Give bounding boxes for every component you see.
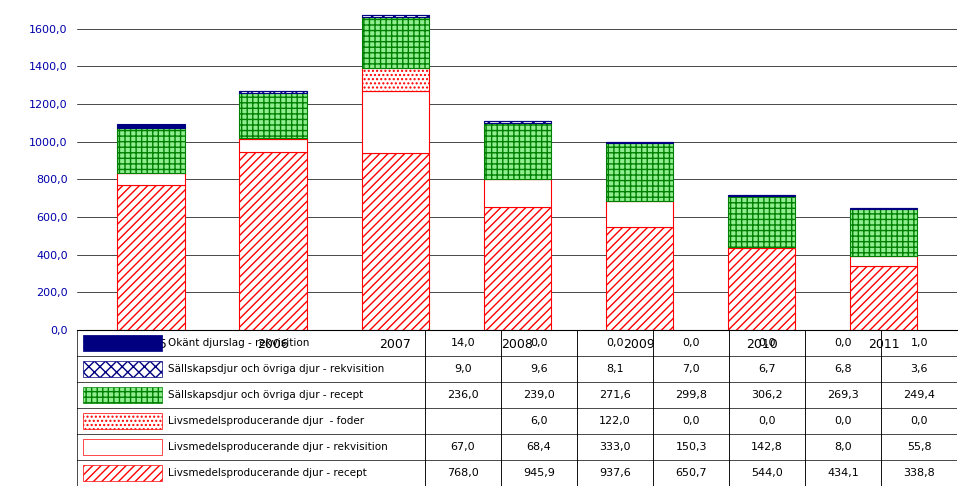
Bar <box>240 93 307 138</box>
Bar <box>117 127 185 128</box>
Text: 0,0: 0,0 <box>758 338 776 348</box>
Bar <box>728 195 795 196</box>
Text: 0,0: 0,0 <box>683 338 700 348</box>
Bar <box>484 123 551 179</box>
Bar <box>82 361 161 377</box>
Bar <box>240 152 307 330</box>
Bar <box>362 153 428 330</box>
Text: 299,8: 299,8 <box>675 390 707 400</box>
Bar <box>850 209 918 256</box>
Bar <box>728 248 795 330</box>
Text: 249,4: 249,4 <box>903 390 935 400</box>
Text: 67,0: 67,0 <box>451 442 476 452</box>
Text: 55,8: 55,8 <box>907 442 931 452</box>
Text: 338,8: 338,8 <box>903 468 935 478</box>
Bar <box>850 256 918 266</box>
Text: 7,0: 7,0 <box>683 364 700 374</box>
Text: 0,0: 0,0 <box>835 338 852 348</box>
Text: 0,0: 0,0 <box>530 338 547 348</box>
Text: 0,0: 0,0 <box>683 416 700 426</box>
Bar <box>362 91 428 153</box>
Bar <box>850 266 918 330</box>
Text: 544,0: 544,0 <box>751 468 783 478</box>
Bar <box>606 143 673 201</box>
Bar <box>484 121 551 123</box>
Bar <box>484 207 551 330</box>
Bar <box>117 173 185 185</box>
Bar <box>850 208 918 209</box>
Bar <box>606 142 673 143</box>
Text: 0,0: 0,0 <box>606 338 624 348</box>
Bar <box>117 185 185 330</box>
Text: 945,9: 945,9 <box>523 468 555 478</box>
Text: 236,0: 236,0 <box>447 390 479 400</box>
Text: 333,0: 333,0 <box>600 442 630 452</box>
Text: 6,0: 6,0 <box>530 416 547 426</box>
Text: 122,0: 122,0 <box>600 416 630 426</box>
Text: 306,2: 306,2 <box>751 390 783 400</box>
Bar <box>606 201 673 227</box>
Text: 271,6: 271,6 <box>600 390 630 400</box>
Text: 1,0: 1,0 <box>911 338 928 348</box>
Text: 434,1: 434,1 <box>828 468 859 478</box>
Bar <box>82 413 161 429</box>
Bar <box>606 227 673 330</box>
Text: Sällskapsdjur och övriga djur - recept: Sällskapsdjur och övriga djur - recept <box>168 390 364 400</box>
Text: Livsmedelsproducerande djur  - foder: Livsmedelsproducerande djur - foder <box>168 416 365 426</box>
Bar <box>728 196 795 246</box>
Text: 650,7: 650,7 <box>675 468 707 478</box>
Text: Livsmedelsproducerande djur - rekvisition: Livsmedelsproducerande djur - rekvisitio… <box>168 442 388 452</box>
Bar <box>728 246 795 248</box>
Bar <box>82 387 161 403</box>
Bar <box>362 17 428 68</box>
Text: 937,6: 937,6 <box>600 468 630 478</box>
Bar <box>240 138 307 139</box>
Text: Okänt djurslag - rekvisition: Okänt djurslag - rekvisition <box>168 338 309 348</box>
Text: 142,8: 142,8 <box>751 442 783 452</box>
Bar <box>484 179 551 207</box>
Text: 6,7: 6,7 <box>758 364 776 374</box>
Text: 8,0: 8,0 <box>835 442 852 452</box>
Text: 68,4: 68,4 <box>527 442 551 452</box>
Text: 9,0: 9,0 <box>454 364 472 374</box>
Text: 6,8: 6,8 <box>835 364 852 374</box>
Text: 269,3: 269,3 <box>828 390 859 400</box>
Bar <box>240 139 307 152</box>
Bar <box>240 91 307 93</box>
Text: 9,6: 9,6 <box>530 364 548 374</box>
Text: Sällskapsdjur och övriga djur - rekvisition: Sällskapsdjur och övriga djur - rekvisit… <box>168 364 384 374</box>
Bar <box>82 439 161 455</box>
Bar <box>117 128 185 173</box>
Text: 3,6: 3,6 <box>911 364 928 374</box>
Text: 239,0: 239,0 <box>523 390 555 400</box>
Text: 768,0: 768,0 <box>447 468 479 478</box>
Bar <box>117 124 185 127</box>
Text: 8,1: 8,1 <box>606 364 624 374</box>
Text: 0,0: 0,0 <box>911 416 928 426</box>
Text: 14,0: 14,0 <box>451 338 476 348</box>
Text: 0,0: 0,0 <box>835 416 852 426</box>
Text: Livsmedelsproducerande djur - recept: Livsmedelsproducerande djur - recept <box>168 468 366 478</box>
Bar <box>82 335 161 351</box>
Bar <box>362 68 428 91</box>
Text: 150,3: 150,3 <box>675 442 707 452</box>
Bar <box>362 15 428 17</box>
Bar <box>82 465 161 481</box>
Text: 0,0: 0,0 <box>758 416 776 426</box>
